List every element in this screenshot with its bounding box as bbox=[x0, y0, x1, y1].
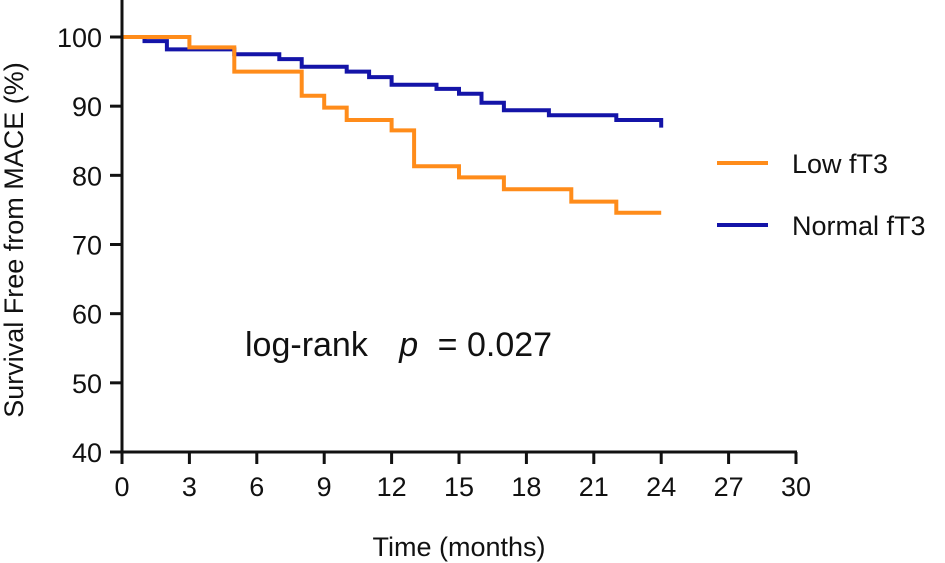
logrank-p-symbol: p bbox=[398, 326, 418, 364]
logrank-annotation: log-rank p = 0.027 bbox=[245, 326, 552, 364]
x-axis-title: Time (months) bbox=[372, 532, 545, 562]
y-tick-label: 80 bbox=[72, 161, 102, 191]
y-tick-label: 90 bbox=[72, 92, 102, 122]
x-tick-label: 30 bbox=[781, 472, 811, 502]
x-tick-label: 21 bbox=[579, 472, 609, 502]
x-tick-label: 0 bbox=[114, 472, 129, 502]
x-tick-label: 6 bbox=[249, 472, 264, 502]
x-tick-label: 18 bbox=[511, 472, 541, 502]
y-tick-label: 100 bbox=[57, 23, 102, 53]
legend-label-low-ft3: Low fT3 bbox=[792, 149, 888, 179]
series-layer bbox=[122, 35, 664, 215]
series-line-low-ft3 bbox=[122, 35, 662, 215]
y-tick-label: 60 bbox=[72, 300, 102, 330]
x-axis-ticks: 0 3 6 9 12 15 18 21 24 27 30 bbox=[114, 452, 811, 502]
x-tick-label: 27 bbox=[714, 472, 744, 502]
y-tick-label: 40 bbox=[72, 438, 102, 468]
y-tick-label: 70 bbox=[72, 231, 102, 261]
legend-label-normal-ft3: Normal fT3 bbox=[792, 211, 926, 241]
x-tick-label: 24 bbox=[646, 472, 676, 502]
x-tick-label: 15 bbox=[444, 472, 474, 502]
series-line-normal-ft3 bbox=[122, 35, 664, 128]
x-tick-label: 3 bbox=[182, 472, 197, 502]
logrank-prefix: log-rank bbox=[245, 326, 369, 364]
legend: Low fT3 Normal fT3 bbox=[717, 149, 926, 241]
x-tick-label: 12 bbox=[377, 472, 407, 502]
y-axis-title: Survival Free from MACE (%) bbox=[0, 62, 29, 418]
logrank-p-value: = 0.027 bbox=[438, 326, 552, 364]
plot-area: 40 50 60 70 80 90 100 0 3 6 9 12 15 18 21 24 27 30 bbox=[57, 0, 811, 502]
y-tick-label: 50 bbox=[72, 369, 102, 399]
x-tick-label: 9 bbox=[317, 472, 332, 502]
y-axis-ticks: 40 50 60 70 80 90 100 bbox=[57, 23, 122, 468]
